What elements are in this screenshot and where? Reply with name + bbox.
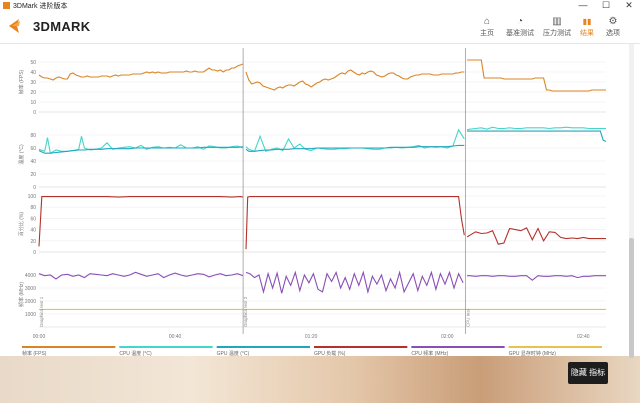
nav-options[interactable]: ⚙ 选项 bbox=[602, 15, 624, 41]
nav-home[interactable]: ⌂ 主页 bbox=[475, 15, 499, 41]
maximize-button[interactable]: ☐ bbox=[601, 0, 611, 10]
y-axis-label: 频率 (MHz) bbox=[18, 282, 25, 307]
home-icon: ⌂ bbox=[483, 16, 491, 27]
legend-swatch bbox=[508, 346, 602, 348]
brand-logo-icon bbox=[9, 19, 31, 33]
hide-metrics-button[interactable]: 隐藏 指标 bbox=[568, 362, 608, 384]
series-line bbox=[38, 196, 244, 247]
y-tick-label: 100 bbox=[28, 194, 37, 200]
x-tick-label: 02:00 bbox=[441, 334, 454, 340]
x-tick-label: 02:40 bbox=[577, 334, 590, 340]
gear-icon: ⚙ bbox=[608, 16, 618, 27]
legend-swatch bbox=[216, 346, 310, 348]
legend-label: 帧率 (FPS) bbox=[22, 350, 47, 356]
legend-label: CPU 温度 (°C) bbox=[119, 350, 152, 356]
phase-label: Graphics test 1 bbox=[39, 296, 44, 327]
background-photo bbox=[0, 356, 640, 403]
legend-swatch bbox=[411, 346, 505, 348]
nav-benchmarks[interactable]: ◔ 基准测试 bbox=[503, 15, 537, 41]
phase-label: Graphics test 2 bbox=[243, 296, 248, 327]
minimize-button[interactable]: — bbox=[578, 0, 588, 10]
series-line bbox=[467, 275, 606, 281]
close-button[interactable]: ✕ bbox=[625, 0, 633, 10]
title-bar: 3DMark 进阶版本 — ☐ ✕ bbox=[0, 0, 640, 11]
nav-home-label: 主页 bbox=[480, 30, 494, 37]
series-line bbox=[245, 69, 465, 91]
y-axis-label: 帧率 (FPS) bbox=[18, 69, 25, 94]
y-tick-label: 0 bbox=[33, 250, 36, 256]
y-tick-label: 30 bbox=[30, 80, 36, 86]
y-tick-label: 2000 bbox=[25, 299, 36, 305]
series-line bbox=[38, 63, 244, 81]
y-tick-label: 1000 bbox=[25, 312, 36, 318]
app-icon bbox=[3, 2, 10, 9]
y-tick-label: 80 bbox=[30, 205, 36, 211]
hardware-monitoring-chart: 0 10 20 30 40 50 帧率 (FPS) 0 20 40 60 80 温度 (°C) 0 20 40… bbox=[18, 48, 607, 357]
y-tick-label: 20 bbox=[30, 239, 36, 245]
scrollbar-track[interactable] bbox=[629, 44, 634, 356]
gauge-icon: ◔ bbox=[516, 16, 524, 27]
y-tick-label: 20 bbox=[30, 90, 36, 96]
x-tick-label: 00:40 bbox=[169, 334, 182, 340]
bar-chart-icon: ▥ bbox=[552, 16, 562, 27]
scrollbar-thumb[interactable] bbox=[629, 238, 634, 358]
nav-benchmarks-label: 基准测试 bbox=[506, 30, 534, 37]
monitoring-panel: 0 10 20 30 40 50 帧率 (FPS) 0 20 40 60 80 温度 (°C) 0 20 40… bbox=[18, 44, 607, 357]
x-tick-label: 01:20 bbox=[305, 334, 318, 340]
y-tick-label: 40 bbox=[30, 70, 36, 76]
series-line bbox=[245, 144, 465, 152]
legend-label: GPU 显存时钟 (MHz) bbox=[509, 350, 557, 356]
brand-logo[interactable]: 3DMARK bbox=[9, 19, 90, 38]
series-line bbox=[467, 130, 607, 142]
legend-label: CPU 频率 (MHz) bbox=[411, 350, 448, 356]
y-tick-label: 10 bbox=[30, 100, 36, 106]
y-tick-label: 40 bbox=[30, 159, 36, 165]
nav-results[interactable]: ▮▮ 结果 bbox=[576, 15, 598, 41]
series-line bbox=[38, 271, 244, 280]
y-tick-label: 60 bbox=[30, 216, 36, 222]
y-tick-label: 0 bbox=[33, 110, 36, 116]
legend-swatch bbox=[314, 346, 408, 348]
series-line bbox=[467, 59, 606, 92]
legend-label: GPU 温度 (°C) bbox=[217, 350, 250, 356]
app-header: 3DMARK ⌂ 主页 ◔ 基准测试 ▥ 压力测试 ▮▮ 结果 ⚙ 选项 bbox=[0, 11, 640, 44]
phase-label: CPU test bbox=[465, 308, 470, 327]
y-tick-label: 3000 bbox=[25, 286, 36, 292]
nav-stress-tests[interactable]: ▥ 压力测试 bbox=[541, 15, 573, 41]
window-title: 3DMark 进阶版本 bbox=[13, 3, 68, 10]
series-line bbox=[466, 126, 606, 131]
y-tick-label: 80 bbox=[30, 133, 36, 139]
nav-results-label: 结果 bbox=[580, 30, 594, 37]
legend-label: GPU 负载 (%) bbox=[314, 350, 346, 356]
y-tick-label: 50 bbox=[30, 60, 36, 66]
y-tick-label: 20 bbox=[30, 172, 36, 178]
brand-name: 3DMARK bbox=[33, 19, 91, 34]
y-tick-label: 4000 bbox=[25, 273, 36, 279]
series-line bbox=[38, 146, 244, 154]
y-tick-label: 40 bbox=[30, 228, 36, 234]
y-tick-label: 60 bbox=[30, 146, 36, 152]
y-axis-label: 百分比 (%) bbox=[18, 212, 25, 237]
results-icon: ▮▮ bbox=[582, 17, 592, 26]
series-line bbox=[466, 227, 606, 245]
legend-swatch bbox=[22, 346, 116, 348]
y-axis-label: 温度 (°C) bbox=[18, 144, 25, 165]
nav-options-label: 选项 bbox=[606, 30, 620, 37]
legend-swatch bbox=[119, 346, 213, 348]
series-line bbox=[245, 270, 464, 295]
nav-stress-tests-label: 压力测试 bbox=[543, 30, 571, 37]
x-tick-label: 00:00 bbox=[33, 334, 46, 340]
series-line bbox=[245, 196, 465, 250]
y-tick-label: 0 bbox=[33, 185, 36, 191]
